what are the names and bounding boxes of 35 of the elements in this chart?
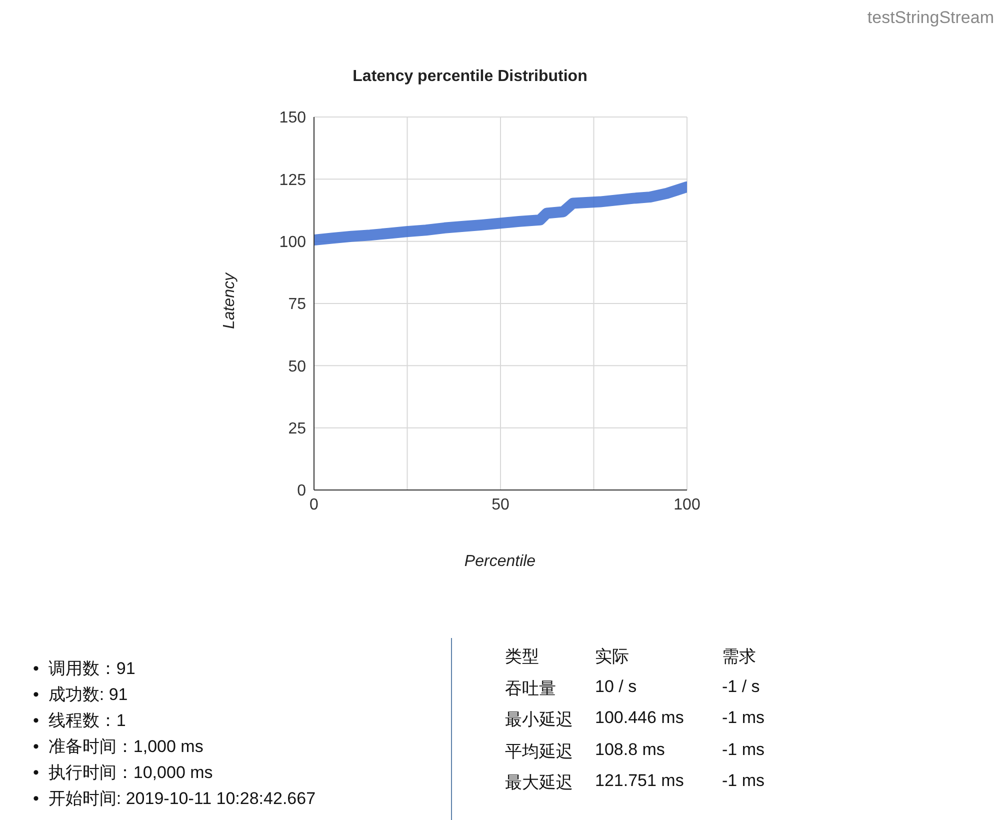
text: • 执行时间：10,000 ms xyxy=(33,762,214,784)
text: testStringStream xyxy=(867,8,994,28)
text: • 线程数：1 xyxy=(33,710,127,732)
y-tick-label: 50 xyxy=(288,358,306,376)
text: 吞吐量 xyxy=(505,678,556,700)
text: 实际 xyxy=(595,646,629,668)
y-tick-label: 25 xyxy=(288,420,306,438)
y-tick-label: 0 xyxy=(297,482,306,500)
y-tick-label: 150 xyxy=(279,110,306,127)
x-axis-title: Percentile xyxy=(463,553,537,571)
text: 100.446 ms xyxy=(595,708,684,728)
text: 类型 xyxy=(505,646,539,668)
y-tick-label: 75 xyxy=(288,296,306,314)
y-axis-title: Latency xyxy=(221,271,239,332)
text: -1 ms xyxy=(722,771,764,791)
text: 121.751 ms xyxy=(595,771,684,791)
x-tick-label: 100 xyxy=(674,496,700,514)
text: • 调用数：91 xyxy=(33,658,136,680)
text: 需求 xyxy=(722,646,756,668)
text: • 开始时间: 2019-10-11 10:28:42.667 xyxy=(33,788,316,810)
text: • 成功数: 91 xyxy=(33,684,129,706)
text: -1 ms xyxy=(722,740,764,760)
x-tick-label: 0 xyxy=(310,496,319,514)
text: 最大延迟 xyxy=(505,772,573,794)
text: -1 / s xyxy=(722,676,760,696)
text: -1 ms xyxy=(722,708,764,728)
y-tick-label: 100 xyxy=(279,234,306,252)
text: 10 / s xyxy=(595,676,637,696)
y-tick-label: 125 xyxy=(279,172,306,189)
text: 平均延迟 xyxy=(505,740,573,762)
x-tick-label: 50 xyxy=(492,496,510,514)
chart-title: Latency percentile Distribution xyxy=(352,68,588,86)
text: 最小延迟 xyxy=(505,709,573,731)
text: • 准备时间：1,000 ms xyxy=(33,736,204,758)
text: 108.8 ms xyxy=(595,740,665,760)
